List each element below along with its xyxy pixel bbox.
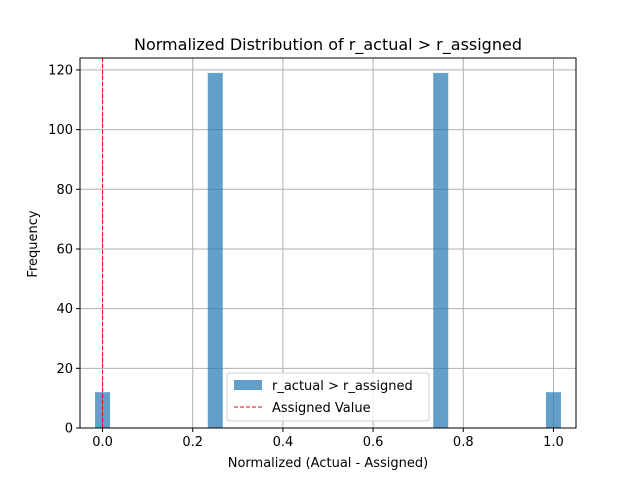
x-tick-label: 0.0	[92, 435, 113, 450]
y-tick-label: 0	[65, 422, 73, 437]
legend-label-bars: r_actual > r_assigned	[272, 379, 413, 394]
y-tick-label: 80	[56, 183, 73, 198]
legend-label-reference-line: Assigned Value	[272, 401, 371, 416]
histogram-bar	[207, 72, 223, 428]
histogram-bars	[95, 72, 561, 428]
x-tick-label: 0.8	[453, 435, 474, 450]
y-axis-label: Frequency	[26, 210, 41, 277]
y-tick-label: 40	[56, 302, 73, 317]
legend-box	[226, 372, 430, 422]
x-tick-label: 0.6	[363, 435, 384, 450]
chart-title: Normalized Distribution of r_actual > r_…	[134, 35, 522, 55]
histogram-bar	[95, 392, 111, 428]
x-axis-label: Normalized (Actual - Assigned)	[228, 456, 428, 471]
y-tick-label: 100	[48, 123, 73, 138]
y-tick-label: 60	[56, 242, 73, 257]
plot-area-frame	[79, 57, 577, 429]
grid-lines	[80, 58, 576, 429]
y-axis-ticks: 0 20 40 60 80 100 120	[48, 63, 80, 437]
x-tick-label: 0.4	[273, 435, 294, 450]
histogram-bar	[545, 392, 561, 428]
x-tick-label: 1.0	[543, 435, 564, 450]
x-tick-label: 0.2	[182, 435, 203, 450]
legend: r_actual > r_assigned Assigned Value	[226, 372, 430, 422]
x-axis-ticks: 0.0 0.2 0.4 0.6 0.8 1.0	[92, 428, 564, 450]
legend-swatch-bars	[234, 380, 262, 390]
y-tick-label: 20	[56, 362, 73, 377]
histogram-bar	[433, 72, 449, 428]
y-tick-label: 120	[48, 63, 73, 78]
